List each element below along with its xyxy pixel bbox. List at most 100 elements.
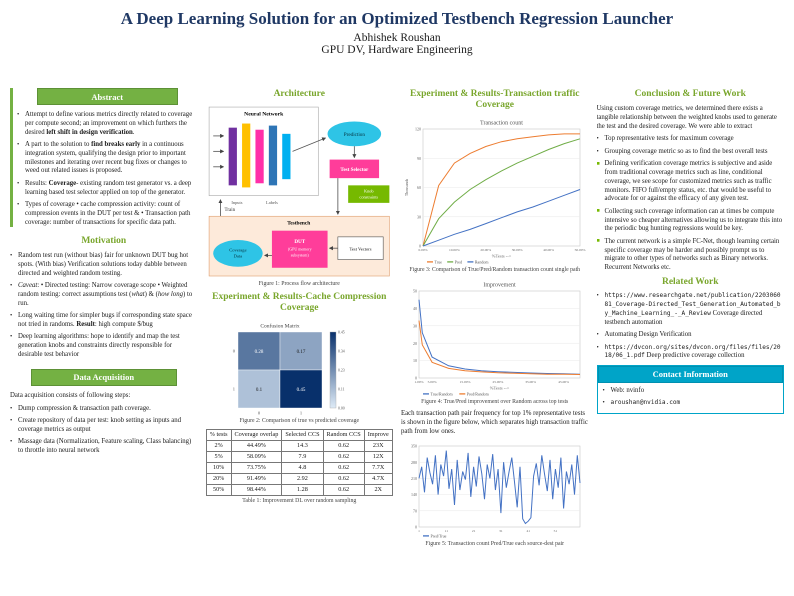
figure-4-caption: Figure 4: True/Pred improvement over Ran… (421, 398, 569, 405)
bullet-text: A part to the solution to find breaks ea… (25, 140, 187, 175)
transaction-section-heading: Experiment & Results-Transaction traffic… (410, 89, 580, 110)
table-cell: 44.49% (230, 439, 283, 452)
svg-text:0.45: 0.45 (338, 330, 345, 334)
svg-text:20.00%: 20.00% (481, 248, 492, 252)
svg-text:0: 0 (415, 525, 417, 530)
bullet-text: https://www.researchgate.net/publication… (604, 292, 781, 326)
flow-arrow (291, 137, 326, 152)
list-item: • Dump compression & transaction path cov… (10, 405, 198, 414)
data-acquisition-heading: Data Acquisition (30, 368, 177, 386)
svg-text:Thousands: Thousands (404, 178, 409, 196)
poster-title: A Deep Learning Solution for an Optimize… (120, 9, 674, 28)
table-cell: 4.8 (281, 461, 324, 474)
list-item[interactable]: • Automating Design Verification (597, 331, 785, 340)
svg-text:45.00%: 45.00% (558, 380, 569, 384)
nn-layer-bar (241, 123, 250, 188)
list-item: • aroushan@nvidia.com (603, 399, 779, 408)
svg-text:0: 0 (233, 348, 236, 353)
table-cell: 5% (205, 450, 232, 463)
svg-text:1: 1 (418, 529, 420, 533)
testbench-label: Testbench (287, 220, 310, 226)
list-item: • Long waiting time for simpler bugs if c… (10, 312, 198, 330)
bullet-marker: • (596, 331, 599, 339)
bullet-text: Dump compression & transaction path cove… (18, 404, 151, 412)
list-item[interactable]: • https://dvcon.org/sites/dvcon.org/files… (597, 344, 785, 362)
bullet-marker: • (596, 343, 599, 351)
table-cell: 12X (363, 450, 393, 463)
column-1: Abstract • Attempt to define various metr… (10, 86, 198, 578)
bullet-marker: • (10, 282, 13, 290)
list-item: • Web: nvinfo (603, 387, 779, 396)
bullet-marker: • (17, 140, 20, 148)
svg-text:60: 60 (417, 185, 421, 190)
bullet-marker: • (596, 147, 599, 155)
svg-text:0.00%: 0.00% (419, 248, 428, 252)
bullet-text: Results: Coverage- existing random test … (25, 179, 192, 196)
svg-text:0.11: 0.11 (338, 387, 345, 391)
table-cell: 50% (205, 483, 232, 496)
motivation-list: • Random test run (without bias) fair for… (10, 252, 198, 360)
svg-text:0.34: 0.34 (338, 349, 345, 353)
labels-label: Labels (266, 200, 278, 205)
svg-text:25.00%: 25.00% (493, 380, 504, 384)
svg-text:1: 1 (300, 410, 302, 415)
table-row: 10% 73.75% 4.8 0.62 7.7X (205, 461, 393, 474)
svg-text:0.23: 0.23 (338, 368, 345, 372)
improvement-chart: 50 40 30 20 10 01.00% 5.00% 15.00% 25.00% 35.00% 4… (403, 277, 587, 398)
list-item: • Grouping coverage metric so as to find … (597, 148, 785, 157)
svg-text:30: 30 (413, 323, 417, 328)
svg-text:True/Random: True/Random (431, 391, 454, 396)
table-cell: 10% (205, 461, 232, 474)
svg-text:0: 0 (415, 375, 417, 380)
table-header-cell: Selected CCS (281, 428, 324, 441)
conclusion-intro: Using custom coverage metrics, we determ… (596, 104, 777, 130)
bullet-text: Web: nvinfo (610, 386, 645, 394)
dut-label: (GPU memory (287, 246, 311, 251)
coverage-data-label: Coverage (229, 247, 246, 252)
prediction-ellipse (327, 121, 381, 147)
list-item: • Results: Coverage- existing random test… (17, 180, 198, 198)
svg-text:40: 40 (413, 306, 417, 311)
poster-affiliation: GPU DV, Hardware Engineering (321, 44, 473, 56)
figure-3-caption: Figure 3: Comparison of True/Pred/Random… (409, 266, 581, 273)
table-cell: 4.7X (363, 472, 393, 485)
svg-text:210: 210 (411, 476, 417, 481)
table-header-cell: % tests (205, 428, 232, 441)
table-row: 5% 58.09% 7.9 0.62 12X (205, 450, 393, 463)
figure-5: 350 280 210 140 70 0 1 11 21 31 41 51 Pred/True Figu… (401, 440, 589, 547)
data-acquisition-section: Data Acquisition Data acquisition consis… (10, 368, 198, 456)
table-1-caption: Table 1: Improvement DL over random samp… (242, 497, 357, 504)
svg-text:%Tests -->: %Tests --> (492, 253, 512, 258)
table-cell: 0.62 (322, 472, 365, 485)
svg-text:140: 140 (411, 493, 417, 498)
svg-text:0: 0 (258, 410, 261, 415)
table-cell: 0.62 (322, 450, 365, 463)
list-item: ■ Collecting such coverage information ca… (597, 208, 785, 234)
figure-1-caption: Figure 1: Process flow architecture (258, 281, 340, 288)
bullet-text: Caveat: • Directed testing: Narrow cover… (18, 282, 193, 307)
bullet-marker: • (17, 111, 20, 118)
table-cell: 2X (363, 483, 393, 496)
svg-text:True: True (435, 259, 443, 264)
bullet-marker: • (10, 438, 13, 446)
svg-text:Improvement: Improvement (484, 282, 517, 288)
svg-text:%Tests -->: %Tests --> (490, 385, 510, 390)
table-cell: 7.7X (363, 461, 393, 474)
svg-text:70: 70 (413, 509, 417, 514)
figure-2-caption: Figure 2: Comparison of true vs predicte… (239, 417, 360, 424)
nn-layer-bar (228, 127, 237, 186)
conclusion-future-list: ■ Defining verification coverage metrics … (597, 160, 785, 273)
dut-box (271, 230, 328, 268)
bullet-marker: • (596, 292, 599, 300)
bullet-text: Collecting such coverage information can… (604, 207, 783, 233)
architecture-diagram: Neural Network Prediction Inputs Labels (208, 106, 390, 277)
list-item: • Create repository of data per test: kno… (10, 417, 198, 435)
svg-text:1: 1 (233, 386, 235, 391)
svg-text:90: 90 (417, 156, 421, 161)
column-2: Architecture Neural Network (205, 86, 394, 578)
knob-constraints-label: Knob (363, 188, 373, 193)
table-cell: 0.62 (322, 483, 365, 496)
list-item[interactable]: • https://www.researchgate.net/publicatio… (597, 292, 785, 327)
conclusion-list: • Top representative tests for maximum co… (597, 135, 785, 156)
